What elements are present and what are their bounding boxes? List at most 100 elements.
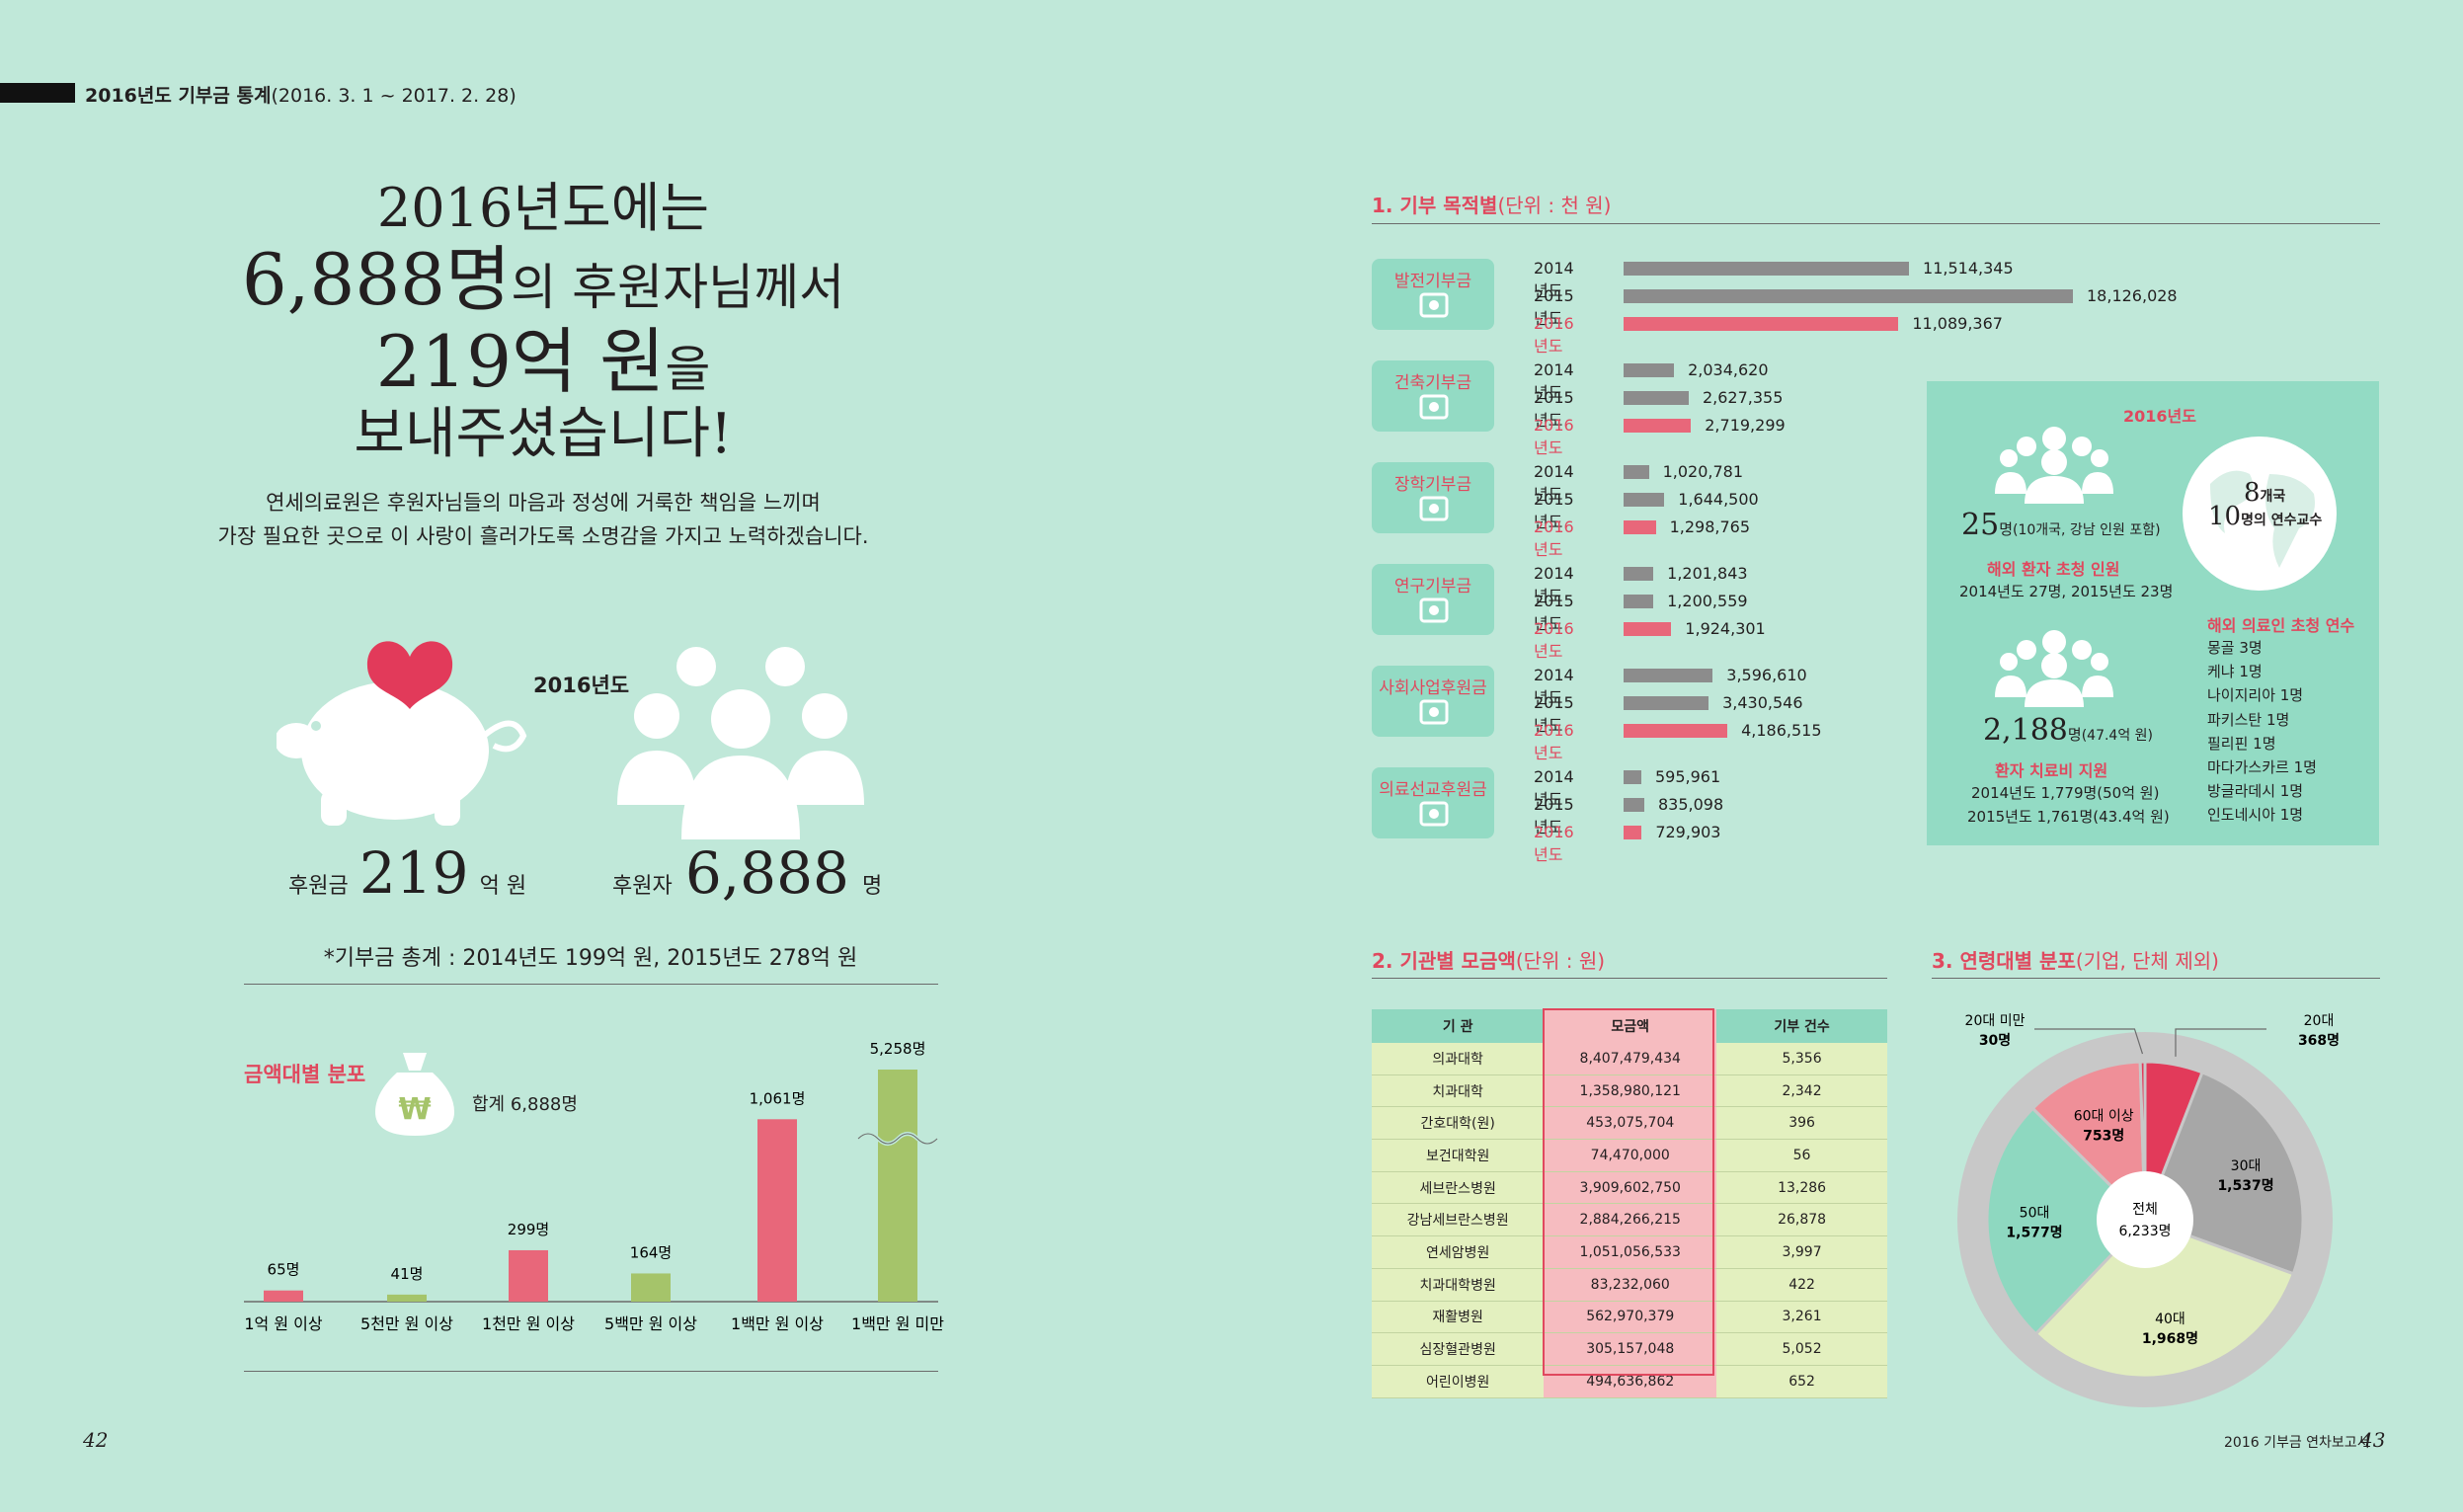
fund-summary: 후원금 219 억 원 (288, 839, 526, 907)
heart-cross-icon (1419, 801, 1449, 827)
year-label: 2014년도 (1534, 666, 1574, 707)
bar (1624, 696, 1709, 710)
bar (509, 1249, 548, 1302)
org-unit: (단위 : 원) (1515, 949, 1606, 973)
bar (631, 1273, 671, 1302)
divider (1372, 223, 2380, 224)
purpose-category-box: 건축기부금 (1372, 360, 1494, 432)
bar-value-label: 164명 (630, 1243, 672, 1261)
svg-text:₩: ₩ (398, 1092, 431, 1127)
col-amount: 모금액 (1544, 1009, 1717, 1043)
icon-shape (1419, 801, 1449, 827)
bar (1624, 770, 1641, 784)
cell-amount: 494,636,862 (1544, 1365, 1717, 1398)
treat-num: 2,188 (1983, 713, 2068, 748)
headline-line4: 보내주셨습니다! (354, 401, 733, 466)
bar (1624, 262, 1910, 276)
bar-value-label: 1,924,301 (1685, 619, 1766, 638)
bar-value-label: 65명 (268, 1261, 300, 1279)
divider (244, 1371, 938, 1372)
year-label: 2015년도 (1534, 592, 1574, 633)
bar-value-label: 835,098 (1657, 795, 1724, 814)
globe-trainees-num: 10 (2208, 502, 2242, 531)
cell-org: 연세암병원 (1372, 1235, 1545, 1269)
cell-count: 13,286 (1716, 1171, 1887, 1205)
headline-donors: 6,888명 (241, 238, 512, 322)
category-label: 1억 원 이상 (244, 1314, 323, 1333)
purpose-category-box: 장학기부금 (1372, 462, 1494, 533)
flask-icon (1419, 597, 1449, 623)
pie-slice (2030, 1060, 2147, 1224)
cell-amount: 3,909,602,750 (1544, 1171, 1717, 1205)
invite-num: 25 (1961, 508, 2000, 542)
callout-line (2175, 1028, 2266, 1057)
year-label: 2016년도 (1534, 517, 1574, 559)
table-row: 의과대학 8,407,479,434 5,356 (1372, 1043, 1887, 1075)
callout-label: 20대 미만 (1965, 1013, 2026, 1029)
page-number-right: 43 (2360, 1428, 2386, 1452)
bar-value-label: 1,061명 (750, 1089, 806, 1107)
bar-value-label: 1,298,765 (1669, 517, 1751, 536)
table-row: 강남세브란스병원 2,884,266,215 26,878 (1372, 1203, 1887, 1237)
cell-org: 의과대학 (1372, 1043, 1545, 1075)
purpose-category-box: 발전기부금 (1372, 259, 1494, 330)
callout-value: 30명 (1979, 1032, 2011, 1049)
bar-value-label: 3,596,610 (1726, 666, 1807, 684)
summary-year: 2016년도 (533, 670, 629, 699)
year-label: 2014년도 (1534, 767, 1574, 809)
year-label: 2014년도 (1534, 360, 1574, 402)
fund-value: 219 (358, 839, 469, 907)
category-label: 5천만 원 이상 (360, 1314, 453, 1333)
bar-value-label: 299명 (508, 1221, 549, 1238)
purpose-category-label: 사회사업후원금 (1379, 678, 1487, 698)
cell-org: 보건대학원 (1372, 1139, 1545, 1172)
treat-count: 2,188명(47.4억 원) (1983, 713, 2153, 748)
year-label: 2015년도 (1534, 693, 1574, 735)
icon-shape (1429, 504, 1439, 514)
category-label: 5백만 원 이상 (604, 1314, 697, 1333)
trainee-list: 몽골 3명 케냐 1명 나이지리아 1명 파키스탄 1명 필리핀 1명 마다가스카르 1명… (2207, 636, 2317, 828)
cell-org: 어린이병원 (1372, 1365, 1545, 1398)
cell-org: 심장혈관병원 (1372, 1332, 1545, 1366)
icon-shape (1429, 300, 1439, 310)
donut-center (2097, 1171, 2193, 1268)
amount-dist-chart: 65명 1억 원 이상 41명 5천만 원 이상 299명 1천만 원 이상 164명 5백만… (244, 1040, 944, 1333)
globe-icon (2183, 437, 2337, 591)
list-item: 방글라데시 1명 (2207, 782, 2304, 801)
pie-slice (2033, 1218, 2296, 1380)
category-label: 1백만 원 이상 (731, 1314, 824, 1333)
list-item: 몽골 3명 (2207, 639, 2263, 657)
globe-countries-unit: 개국 (2260, 489, 2286, 505)
cell-amount: 453,075,704 (1544, 1106, 1717, 1141)
year-label: 2016년도 (1534, 314, 1574, 356)
header-title: 2016년도 기부금 통계 (85, 85, 272, 107)
patients-group-icon (1995, 427, 2113, 504)
cell-amount: 74,470,000 (1544, 1139, 1717, 1172)
center-label: 전체 (2132, 1202, 2158, 1218)
scales-icon (1419, 699, 1449, 725)
cell-org: 재활병원 (1372, 1301, 1545, 1334)
slice-label: 50대 (2020, 1205, 2050, 1221)
age-pie-chart: 전체 6,233명 30대 1,537명 40대 1,968명 50대 1,577명 60대 이… (1957, 1013, 2340, 1407)
col-org: 기 관 (1372, 1009, 1545, 1043)
table-header-row: 기 관 모금액 기부 건수 (1372, 1009, 1887, 1043)
bar-value-label: 729,903 (1655, 823, 1721, 841)
header-period: (2016. 3. 1 ~ 2017. 2. 28) (271, 85, 516, 107)
treat-note: (47.4억 원) (2081, 728, 2154, 744)
cell-count: 422 (1716, 1268, 1887, 1302)
donor-label: 후원자 (612, 874, 673, 899)
divider (1372, 978, 1887, 979)
table-row: 재활병원 562,970,379 3,261 (1372, 1301, 1887, 1334)
icon-shape (1419, 394, 1449, 420)
category-label: 1천만 원 이상 (482, 1314, 575, 1333)
org-title-text: 2. 기관별 모금액 (1372, 949, 1516, 973)
bar (1624, 669, 1713, 682)
age-title: 3. 연령대별 분포(기업, 단체 제외) (1932, 945, 2219, 974)
total-note: *기부금 총계 : 2014년도 199억 원, 2015년도 278억 원 (323, 946, 858, 971)
icon-shape (1419, 597, 1449, 623)
globe-countries: 8개국 (2244, 478, 2285, 508)
year-label: 2015년도 (1534, 490, 1574, 531)
bar (1624, 419, 1692, 433)
axis-break-mark (857, 1133, 938, 1145)
amount-column-highlight (1543, 1008, 1714, 1376)
